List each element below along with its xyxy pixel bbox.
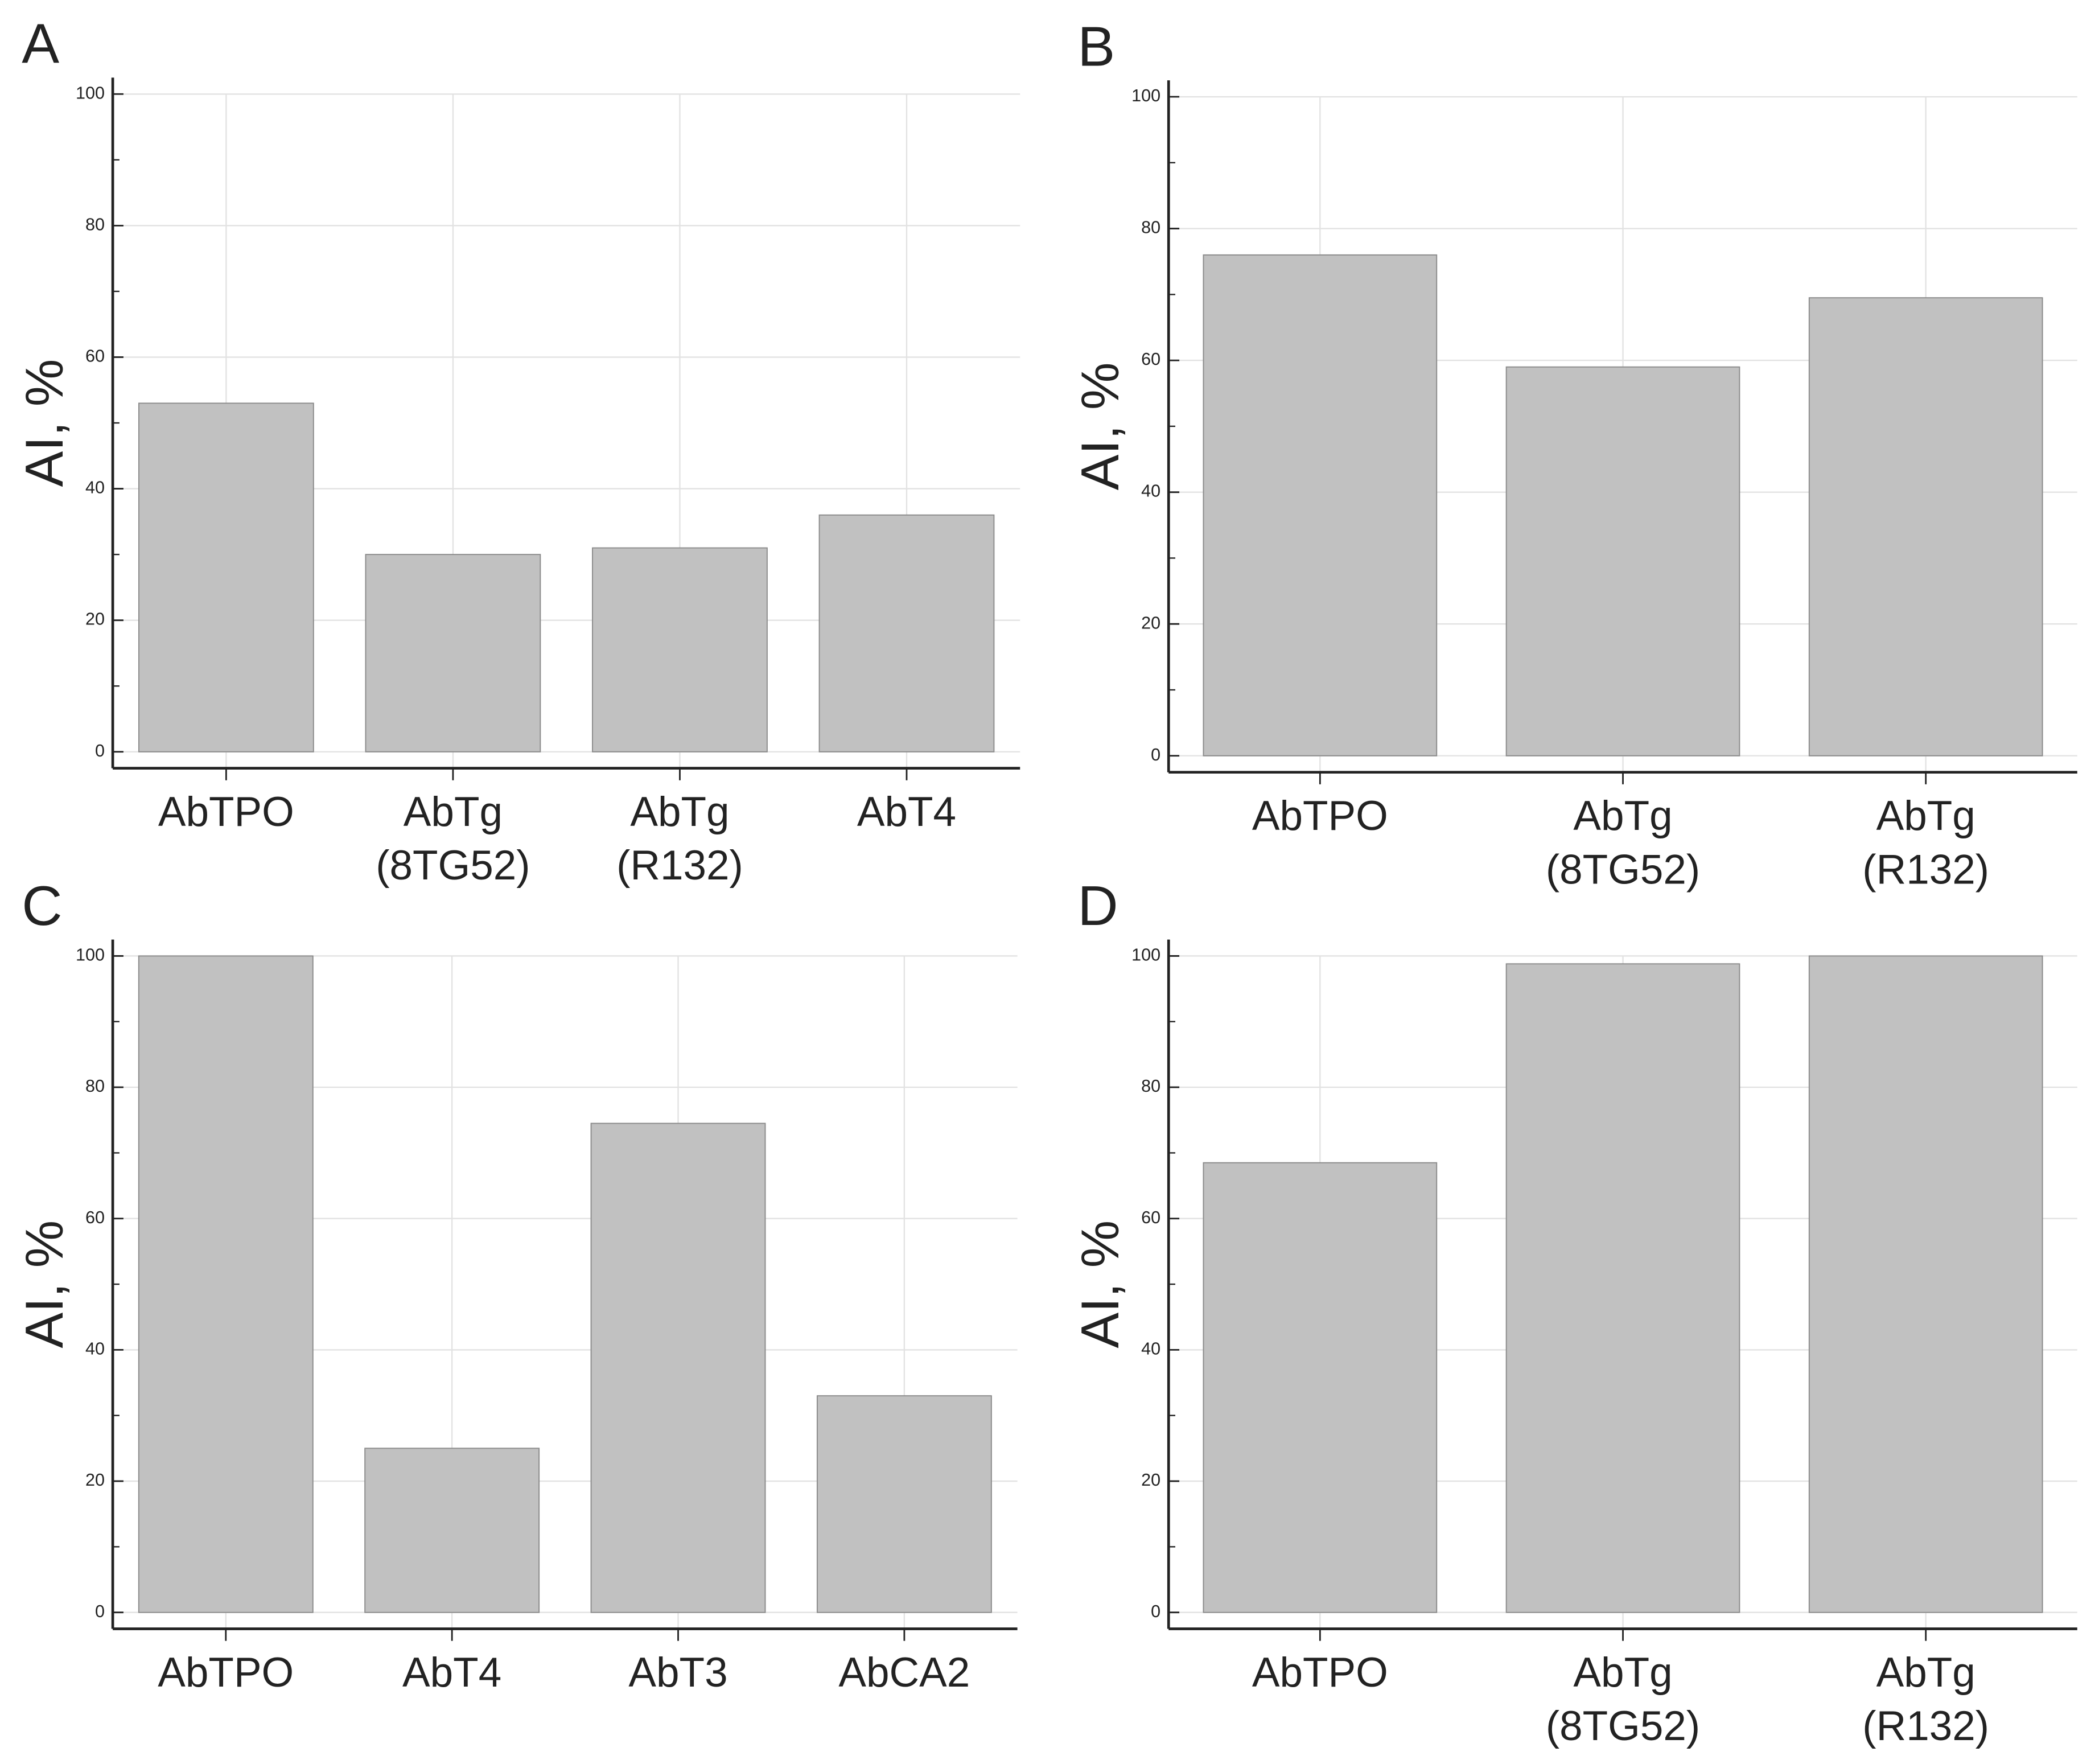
x-tick-label: AbTPO [158,789,294,835]
x-tick-label: AbTg [1876,793,1975,839]
panel: C AI, % 0 20 40 60 80 100 AbTPO AbT4 AbT3 AbCA2 [14,874,1018,1696]
x-tick-label: (8TG52) [376,842,530,889]
y-axis-label: AI, % [1070,363,1130,491]
panel: D AI, % 0 20 40 60 80 100 AbTPO AbTg (8TG52) AbTg (R… [1070,874,2077,1749]
x-tick-label: (8TG52) [1546,846,1700,893]
y-tick-label: 0 [1151,1602,1160,1621]
bar [1505,366,1740,756]
y-tick-label: 100 [76,945,105,965]
y-tick-label: 60 [1141,1208,1160,1227]
y-tick-label: 0 [95,741,105,760]
panel-label: B [1077,15,1115,77]
bar [592,547,768,753]
bar [1808,297,2043,756]
y-tick-label: 40 [85,1339,105,1358]
y-tick-label: 100 [1131,945,1160,965]
y-axis-label: AI, % [14,359,74,487]
y-tick-label: 20 [85,1470,105,1490]
bar [1203,254,1438,756]
x-tick-label: (8TG52) [1546,1703,1700,1749]
bar [365,554,541,753]
x-tick-label: (R132) [1862,1703,1989,1749]
x-tick-label: AbT4 [857,789,956,835]
bar [1203,1162,1438,1613]
x-tick-label: AbTg [1573,793,1672,839]
y-tick-label: 80 [85,215,105,234]
bar [818,514,995,753]
y-tick-label: 60 [85,347,105,366]
x-tick-label: (R132) [1862,846,1989,893]
x-tick-label: AbTPO [1252,793,1388,839]
x-tick-label: AbTg [404,789,503,835]
bar [1505,963,1740,1613]
y-tick-label: 20 [1141,613,1160,632]
bar [138,402,314,753]
y-tick-label: 20 [85,610,105,629]
x-tick-label: AbTg [1573,1650,1672,1696]
y-tick-label: 20 [1141,1470,1160,1490]
y-tick-label: 60 [1141,349,1160,369]
y-tick-label: 80 [1141,218,1160,237]
y-axis-label: AI, % [14,1220,74,1348]
x-tick-label: AbCA2 [838,1650,970,1696]
bar [364,1448,540,1613]
y-tick-label: 100 [1131,86,1160,105]
x-tick-label: AbTg [630,789,729,835]
y-tick-label: 100 [76,83,105,102]
bar [138,955,314,1613]
x-tick-label: (R132) [616,842,743,889]
x-tick-label: AbT4 [402,1650,501,1696]
y-tick-label: 40 [85,478,105,497]
panel: B AI, % 0 20 40 60 80 100 AbTPO AbTg (8TG52) AbTg (R… [1070,15,2077,893]
y-tick-label: 60 [85,1208,105,1227]
y-tick-label: 40 [1141,482,1160,501]
panel-label: D [1077,874,1118,937]
y-tick-label: 80 [85,1076,105,1096]
y-tick-label: 80 [1141,1076,1160,1096]
y-axis-label: AI, % [1070,1220,1130,1348]
panel: A AI, % 0 20 40 60 80 100 AbTPO AbTg (8TG52) AbTg (R… [14,13,1020,889]
bar [590,1122,766,1613]
x-tick-label: AbTPO [158,1650,294,1696]
y-tick-label: 40 [1141,1339,1160,1358]
y-tick-label: 0 [1151,745,1160,764]
panel-label: A [22,13,59,75]
x-tick-label: AbTPO [1252,1650,1388,1696]
x-tick-label: AbT3 [628,1650,727,1696]
panel-label: C [22,874,62,937]
bar [1808,955,2043,1613]
x-tick-label: AbTg [1876,1650,1975,1696]
y-tick-label: 0 [95,1602,105,1621]
bar [816,1395,992,1613]
